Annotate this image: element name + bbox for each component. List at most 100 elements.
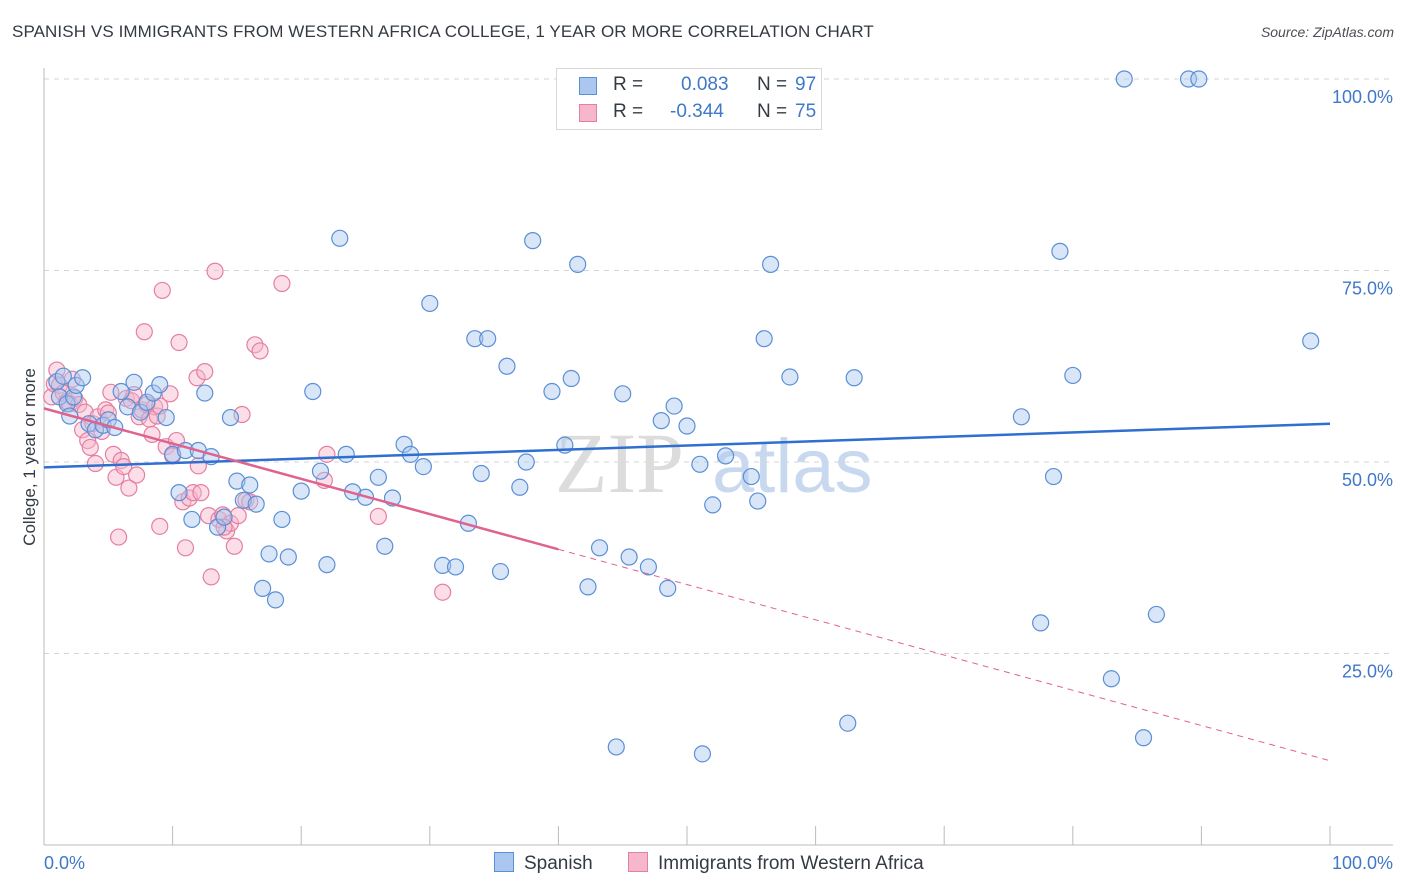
western-africa-point-10[interactable]	[73, 421, 92, 439]
spanish-point-20[interactable]	[157, 408, 175, 427]
spanish-point-62[interactable]	[498, 357, 516, 375]
spanish-point-42[interactable]	[311, 462, 330, 480]
spanish-point-33[interactable]	[241, 476, 259, 494]
western-africa-point-30[interactable]	[127, 466, 146, 484]
spanish-point-73[interactable]	[614, 385, 632, 403]
spanish-point-84[interactable]	[742, 467, 760, 486]
spanish-point-68[interactable]	[562, 369, 580, 388]
spanish-point-58[interactable]	[466, 330, 484, 348]
spanish-point-19[interactable]	[151, 376, 169, 394]
spanish-point-17[interactable]	[138, 393, 156, 411]
western-africa-point-23[interactable]	[109, 528, 128, 546]
spanish-point-91[interactable]	[1032, 614, 1050, 632]
spanish-point-28[interactable]	[209, 518, 227, 536]
spanish-point-40[interactable]	[292, 482, 310, 500]
western-africa-point-71[interactable]	[318, 445, 336, 463]
spanish-point-30[interactable]	[221, 408, 240, 427]
bottom-legend-spanish[interactable]: Spanish	[494, 852, 593, 876]
spanish-point-82[interactable]	[704, 496, 722, 514]
spanish-point-2[interactable]	[54, 367, 72, 385]
spanish-point-97[interactable]	[1115, 70, 1133, 88]
spanish-point-88[interactable]	[781, 368, 799, 386]
western-africa-point-52[interactable]	[196, 363, 214, 381]
western-africa-point-47[interactable]	[176, 539, 195, 557]
spanish-point-83[interactable]	[716, 447, 735, 465]
western-africa-point-60[interactable]	[225, 537, 243, 555]
spanish-point-41[interactable]	[304, 382, 322, 401]
spanish-point-66[interactable]	[543, 382, 561, 401]
spanish-point-54[interactable]	[421, 294, 439, 313]
spanish-point-96[interactable]	[1102, 670, 1120, 688]
spanish-point-76[interactable]	[652, 412, 670, 430]
spanish-point-51[interactable]	[395, 435, 413, 453]
spanish-point-81[interactable]	[693, 745, 712, 763]
spanish-point-55[interactable]	[434, 556, 452, 575]
spanish-point-63[interactable]	[511, 478, 529, 496]
western-africa-point-15[interactable]	[86, 454, 105, 473]
spanish-point-99[interactable]	[1147, 605, 1165, 624]
spanish-point-56[interactable]	[446, 558, 465, 576]
spanish-point-48[interactable]	[369, 468, 387, 486]
spanish-point-26[interactable]	[196, 384, 214, 402]
spanish-point-36[interactable]	[260, 545, 278, 563]
spanish-point-49[interactable]	[376, 537, 394, 555]
western-africa-point-40[interactable]	[153, 281, 171, 300]
spanish-point-39[interactable]	[279, 548, 297, 566]
spanish-point-93[interactable]	[1044, 467, 1063, 486]
spanish-point-43[interactable]	[318, 556, 336, 574]
spanish-point-35[interactable]	[254, 579, 272, 597]
spanish-point-24[interactable]	[183, 510, 201, 529]
western-africa-point-74[interactable]	[215, 518, 233, 536]
western-africa-point-73[interactable]	[151, 517, 169, 535]
spanish-point-15[interactable]	[125, 373, 143, 391]
spanish-point-69[interactable]	[569, 255, 587, 273]
spanish-point-77[interactable]	[659, 579, 677, 597]
western-africa-point-25[interactable]	[115, 457, 133, 476]
spanish-point-22[interactable]	[170, 484, 188, 502]
western-africa-point-67[interactable]	[273, 274, 291, 293]
western-africa-point-61[interactable]	[229, 507, 247, 525]
spanish-point-34[interactable]	[247, 495, 265, 513]
spanish-point-75[interactable]	[639, 558, 658, 576]
spanish-point-90[interactable]	[845, 369, 863, 387]
spanish-point-13[interactable]	[112, 382, 130, 401]
spanish-point-29[interactable]	[215, 508, 233, 526]
spanish-point-60[interactable]	[479, 330, 497, 348]
spanish-point-98[interactable]	[1134, 729, 1153, 747]
spanish-point-14[interactable]	[118, 398, 137, 416]
spanish-point-32[interactable]	[234, 491, 252, 509]
western-africa-point-45[interactable]	[170, 333, 188, 352]
western-africa-point-70[interactable]	[434, 583, 452, 601]
spanish-point-44[interactable]	[331, 229, 349, 247]
spanish-point-64[interactable]	[517, 453, 535, 471]
spanish-point-89[interactable]	[839, 714, 857, 732]
western-africa-point-55[interactable]	[206, 262, 224, 280]
bottom-legend-western-africa[interactable]: Immigrants from Western Africa	[628, 852, 924, 876]
spanish-point-87[interactable]	[761, 255, 780, 273]
spanish-point-101[interactable]	[1190, 70, 1208, 88]
spanish-point-59[interactable]	[472, 464, 490, 483]
western-africa-point-66[interactable]	[251, 342, 269, 360]
spanish-point-79[interactable]	[678, 417, 696, 435]
western-africa-point-51[interactable]	[192, 484, 210, 502]
spanish-point-16[interactable]	[131, 403, 150, 421]
spanish-point-37[interactable]	[266, 591, 285, 609]
spanish-point-74[interactable]	[620, 548, 638, 566]
spanish-point-53[interactable]	[414, 457, 432, 476]
spanish-point-86[interactable]	[755, 330, 773, 348]
spanish-point-70[interactable]	[579, 578, 597, 596]
western-africa-point-33[interactable]	[135, 323, 153, 341]
spanish-point-38[interactable]	[273, 510, 291, 529]
spanish-point-94[interactable]	[1051, 242, 1069, 260]
spanish-point-78[interactable]	[665, 397, 683, 415]
western-africa-point-13[interactable]	[81, 438, 99, 457]
spanish-point-72[interactable]	[607, 738, 625, 756]
spanish-point-92[interactable]	[1012, 408, 1030, 426]
spanish-point-45[interactable]	[337, 445, 355, 463]
spanish-point-80[interactable]	[691, 455, 709, 473]
spanish-point-61[interactable]	[491, 562, 510, 581]
spanish-point-95[interactable]	[1064, 366, 1082, 385]
spanish-point-65[interactable]	[524, 232, 542, 250]
spanish-point-31[interactable]	[228, 472, 246, 490]
western-africa-point-69[interactable]	[369, 507, 387, 525]
